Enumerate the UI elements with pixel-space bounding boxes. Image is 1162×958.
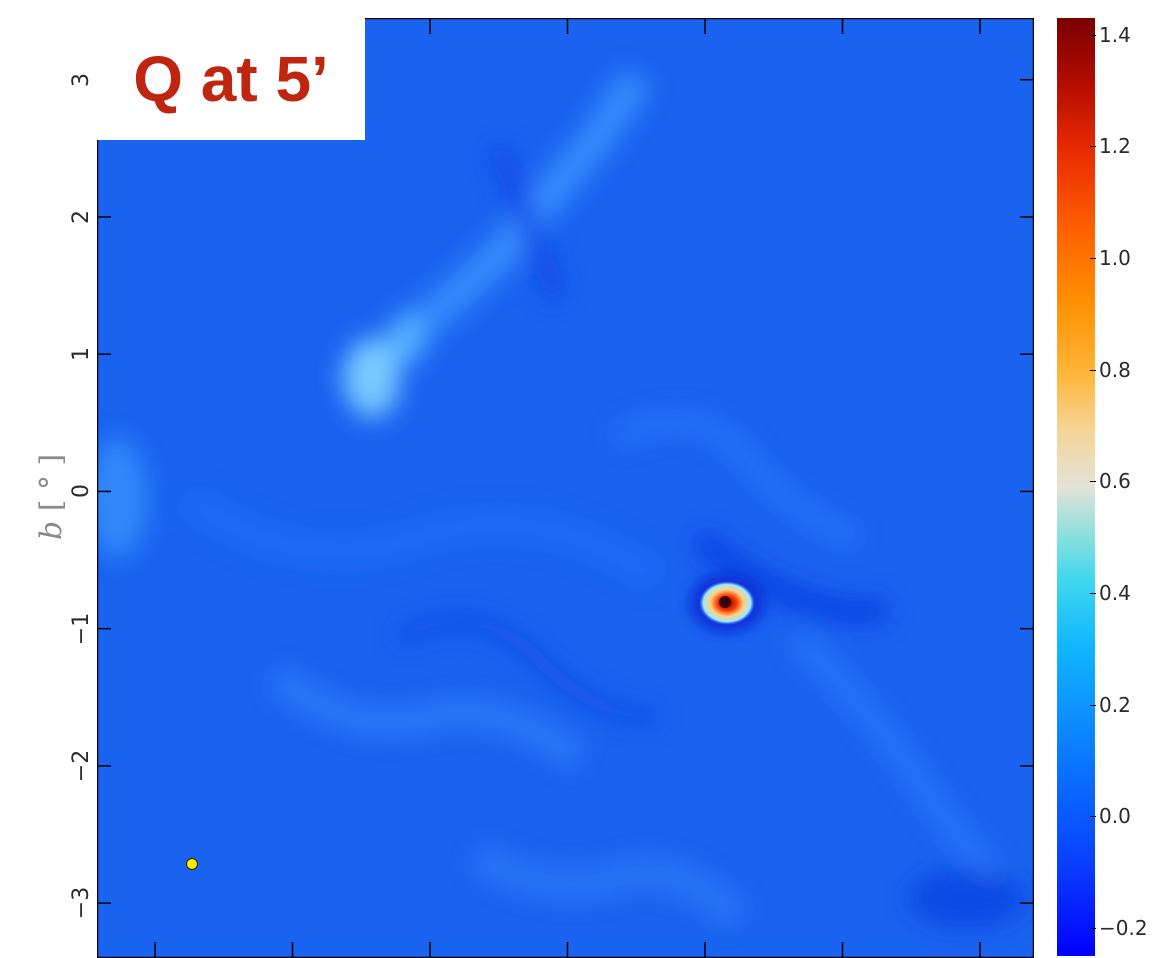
y-tick-label: 0 — [69, 484, 94, 499]
map-title: Q at 5’ — [133, 43, 329, 115]
colorbar-tick-label: 1.2 — [1099, 134, 1131, 159]
y-tick-label: −1 — [69, 612, 94, 645]
colorbar-tick-mark — [1090, 34, 1096, 36]
y-axis-variable: b — [34, 520, 69, 540]
beam-marker — [185, 857, 199, 871]
filament-features — [97, 68, 1027, 929]
title-box: Q at 5’ — [97, 18, 365, 140]
colorbar-tick-mark — [1090, 816, 1096, 818]
colorbar-tick-label: 1.0 — [1099, 246, 1131, 271]
colorbar-tick-mark — [1090, 481, 1096, 483]
y-tick-label: −2 — [69, 749, 94, 783]
sky-map-image — [97, 18, 1034, 958]
colorbar-tick-mark — [1090, 369, 1096, 371]
sky-map-svg — [97, 18, 1034, 958]
colorbar-tick-label: 0.0 — [1099, 804, 1131, 829]
colorbar-tick-mark — [1090, 928, 1096, 930]
y-tick-label: −3 — [69, 886, 94, 920]
colorbar-tick-label: 1.4 — [1099, 22, 1131, 47]
y-axis-unit: [ ° ] — [34, 453, 69, 512]
y-axis-ticks — [97, 79, 1034, 904]
bright-source — [689, 573, 765, 633]
y-tick-label: 2 — [69, 209, 94, 224]
colorbar-tick-label: 0.4 — [1099, 581, 1131, 606]
colorbar-tick-mark — [1090, 593, 1096, 595]
y-tick-label: 1 — [69, 347, 94, 362]
colorbar — [1057, 18, 1095, 956]
colorbar-tick-label: 0.6 — [1099, 469, 1131, 494]
colorbar-tick-label: 0.8 — [1099, 357, 1131, 382]
colorbar-tick-mark — [1090, 704, 1096, 706]
colorbar-tick-label: 0.2 — [1099, 692, 1131, 717]
y-tick-label: 3 — [69, 72, 94, 87]
colorbar-tick-mark — [1090, 258, 1096, 260]
colorbar-tick-label: −0.2 — [1099, 916, 1148, 941]
colorbar-tick-mark — [1090, 146, 1096, 148]
